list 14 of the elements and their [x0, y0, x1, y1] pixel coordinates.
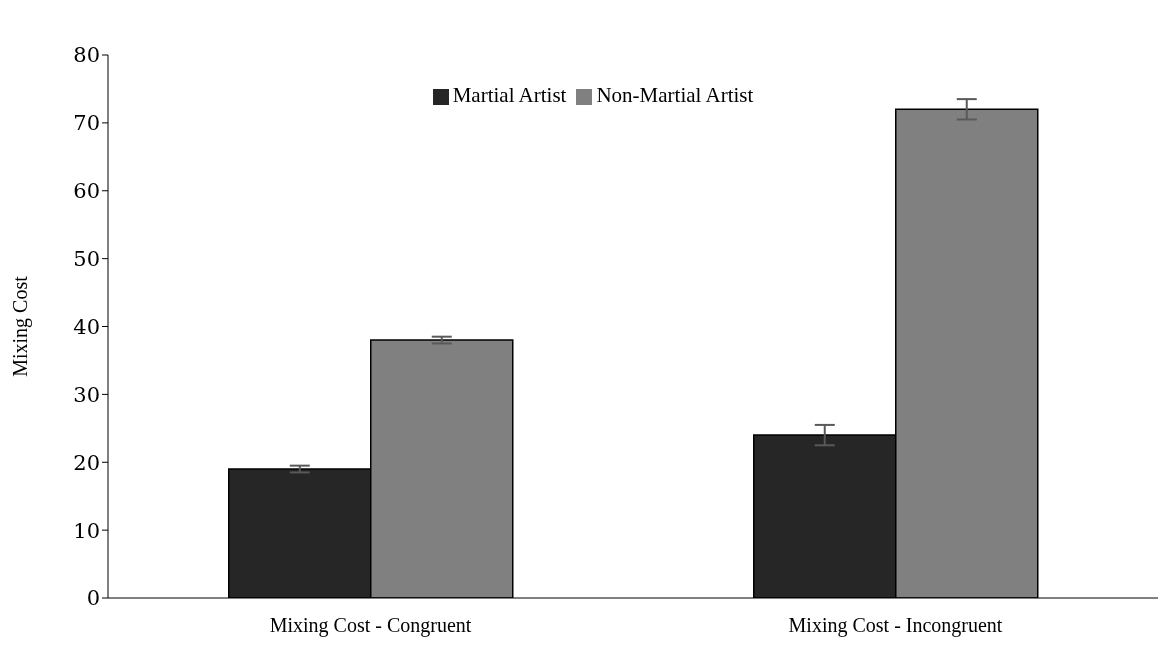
legend-label: Non-Martial Artist — [596, 83, 754, 107]
x-tick-label: Mixing Cost - Incongruent — [788, 614, 1003, 638]
legend-label: Martial Artist — [452, 83, 567, 107]
y-tick-label: 0 — [86, 586, 100, 611]
y-tick-label: 10 — [73, 518, 100, 543]
y-tick-label: 60 — [73, 179, 100, 204]
y-tick-label: 70 — [73, 111, 100, 136]
y-tick-label: 50 — [73, 247, 100, 272]
y-tick-label: 80 — [73, 43, 100, 68]
y-tick-label: 20 — [73, 450, 100, 475]
y-tick-label: 40 — [73, 314, 100, 339]
y-tick-label: 30 — [73, 382, 100, 407]
x-tick-label: Mixing Cost - Congruent — [269, 614, 472, 638]
y-axis-title: Mixing Cost — [9, 275, 33, 377]
